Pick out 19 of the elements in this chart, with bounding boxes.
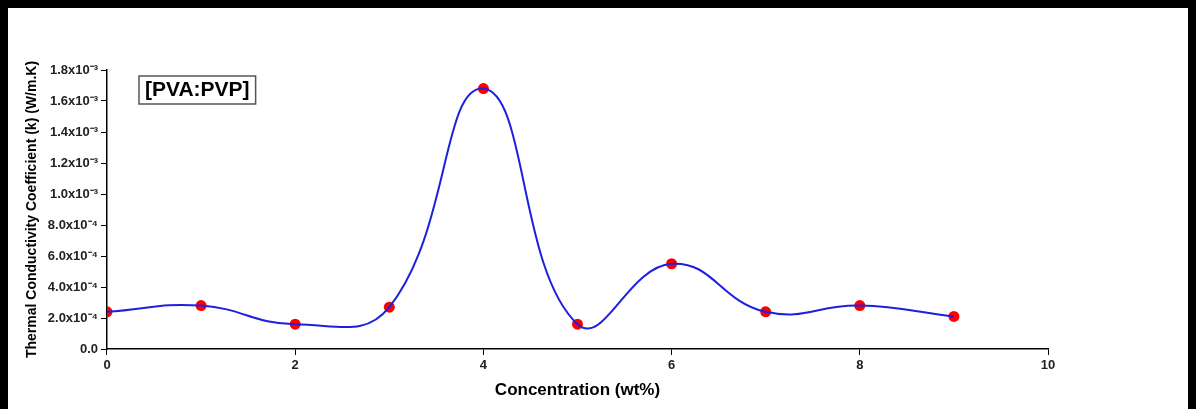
y-tick-label: 1.2x10⁻³ bbox=[49, 154, 99, 170]
x-axis-title: Concentration (wt%) bbox=[494, 380, 661, 400]
y-axis-title: Thermal Conductivity Coefficient (k) (W/m.K) bbox=[23, 60, 40, 359]
y-tick-label: 0.0 bbox=[79, 340, 98, 356]
x-tick-label: 10 bbox=[1040, 357, 1056, 373]
y-tick-label: 1.4x10⁻³ bbox=[49, 123, 99, 139]
y-tick-label: 1.0x10⁻³ bbox=[49, 185, 99, 201]
x-tick-label: 4 bbox=[479, 357, 488, 373]
annotation: [PVA:PVP] bbox=[144, 76, 250, 100]
y-tick-label: 8.0x10⁻⁴ bbox=[47, 216, 98, 232]
y-tick-label: 1.8x10⁻³ bbox=[49, 61, 99, 77]
x-tick-label: 2 bbox=[291, 357, 299, 373]
x-tick-label: 8 bbox=[856, 357, 864, 373]
y-tick-label: 2.0x10⁻⁴ bbox=[47, 309, 98, 325]
y-tick-label: 4.0x10⁻⁴ bbox=[47, 278, 98, 294]
x-tick-label: 6 bbox=[667, 357, 676, 373]
y-tick-label: 1.6x10⁻³ bbox=[49, 92, 99, 108]
y-tick-label: 6.0x10⁻⁴ bbox=[47, 247, 98, 263]
x-tick-label: 0 bbox=[103, 357, 111, 373]
